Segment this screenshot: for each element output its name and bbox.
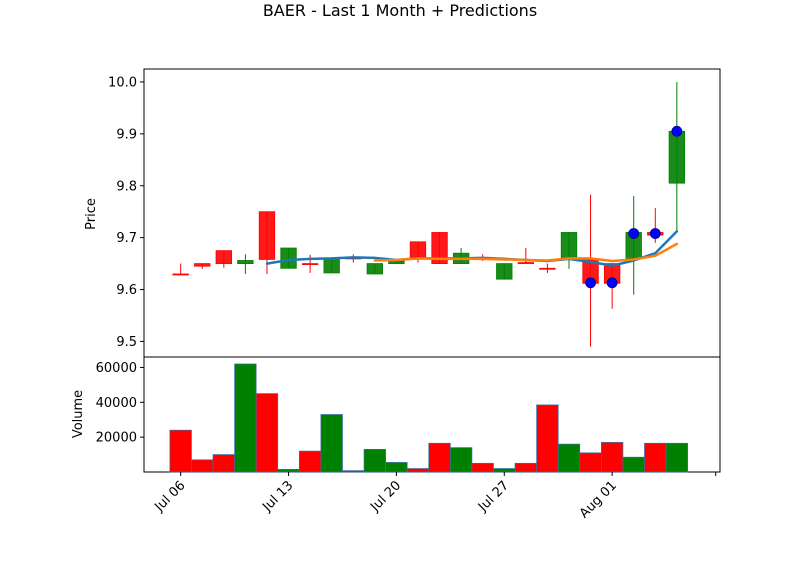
volume-bar <box>298 450 322 473</box>
candle-body <box>560 232 578 259</box>
x-tick-label: Jul 20 <box>367 478 404 515</box>
x-tick-label: Jul 06 <box>151 478 188 515</box>
volume-bar <box>557 443 581 473</box>
candle-body <box>431 232 448 264</box>
price-y-tick-label: 10.0 <box>108 75 137 90</box>
candle-body <box>366 263 383 275</box>
candle-body <box>280 247 297 269</box>
volume-y-axis-label: Volume <box>71 390 86 438</box>
prediction-point <box>671 125 683 137</box>
price-y-axis-label: Price <box>84 198 99 230</box>
volume-bar <box>406 468 430 473</box>
candle-body <box>517 262 535 264</box>
prediction-point <box>585 277 596 289</box>
chart-title: BAER - Last 1 Month + Predictions <box>263 1 537 20</box>
price-y-tick-label: 9.9 <box>116 127 137 142</box>
candle-body <box>323 258 340 274</box>
moving-average-line-orange <box>373 242 679 263</box>
prediction-point <box>606 277 618 289</box>
candle-body <box>258 211 276 260</box>
volume-bar <box>385 462 408 473</box>
volume-bar <box>363 448 386 473</box>
volume-bar <box>622 456 645 473</box>
candle-body <box>496 263 513 280</box>
prediction-point <box>628 228 640 239</box>
volume-bar <box>665 442 688 473</box>
volume-bar <box>320 414 343 473</box>
price-y-tick-label: 9.6 <box>116 283 137 298</box>
price-y-tick-label: 9.7 <box>116 231 137 246</box>
candle-body <box>301 263 319 265</box>
volume-bar <box>428 442 451 473</box>
candle-body <box>215 250 232 264</box>
prediction-point <box>649 228 661 239</box>
volume-bar <box>255 393 279 473</box>
volume-bar <box>536 404 559 473</box>
price-y-tick-label: 9.5 <box>116 335 137 350</box>
x-tick-label: Jul 27 <box>475 478 512 515</box>
volume-y-tick-label: 20000 <box>96 431 137 446</box>
candle-body <box>668 130 686 184</box>
volume-bar <box>212 454 235 473</box>
x-tick-label: Jul 13 <box>259 478 296 515</box>
price-y-tick-label: 9.8 <box>116 179 137 194</box>
candle-body <box>194 263 211 267</box>
volume-bar <box>579 452 602 473</box>
volume-bar <box>342 470 365 473</box>
volume-panel: 20000 40000 60000 Jul 06 Jul 13 Jul 20 Jul 27 A… <box>96 356 721 521</box>
volume-y-tick-label: 40000 <box>96 396 137 411</box>
volume-bar <box>234 363 257 473</box>
volume-bar <box>277 469 300 473</box>
price-panel: 9.5 9.6 9.7 9.8 9.9 10.0 <box>108 68 721 358</box>
volume-y-tick-label: 60000 <box>96 361 137 376</box>
candle-body <box>409 241 427 258</box>
volume-bar <box>169 429 192 473</box>
volume-bar <box>600 442 624 473</box>
volume-bar <box>191 459 214 473</box>
volume-bar <box>644 442 667 473</box>
x-tick-label: Aug 01 <box>577 478 620 521</box>
volume-bar <box>493 468 516 473</box>
candle-body <box>237 260 254 264</box>
volume-bar <box>449 447 473 473</box>
volume-bar <box>471 462 494 473</box>
candle-body <box>388 260 405 264</box>
volume-bar <box>514 462 537 473</box>
candle-body <box>539 267 556 270</box>
candle-body <box>172 273 189 276</box>
